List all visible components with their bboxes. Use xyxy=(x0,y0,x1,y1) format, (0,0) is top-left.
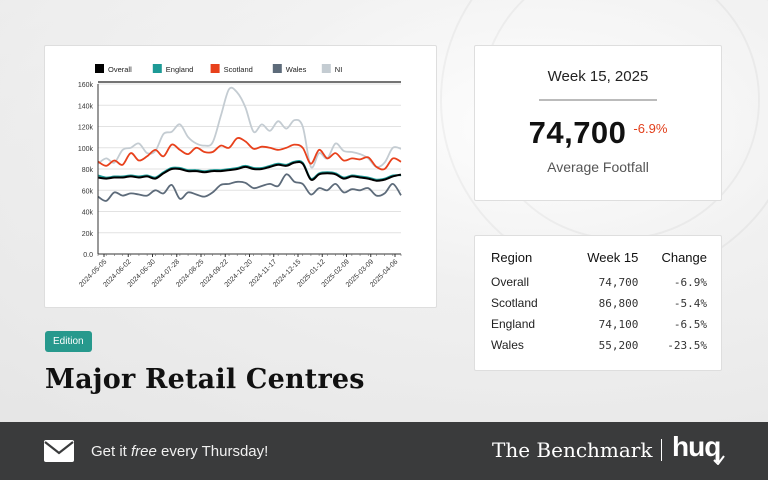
chart-axes: 0.020k40k60k80k100k120k140k160k2024-05-0… xyxy=(78,81,402,289)
region-change: -6.9% xyxy=(673,275,707,289)
series-line-scotland xyxy=(97,137,402,171)
subscribe-text-free: free xyxy=(131,443,157,460)
region-table: Region Week 15 Change Overall 74,700 -6.… xyxy=(491,250,707,357)
region-name: Scotland xyxy=(491,296,538,310)
chart-series xyxy=(97,86,402,202)
week-title: Week 15, 2025 xyxy=(547,68,649,85)
week-subtitle: Average Footfall xyxy=(547,159,649,175)
y-tick-label: 40k xyxy=(82,210,94,217)
footfall-line-chart: Overall England Scotland Wales NI 0.0 20k 40k 6… xyxy=(78,64,402,289)
y-tick-label: 20k xyxy=(82,231,94,238)
footer-bar: Get it free every Thursday! The Benchmar… xyxy=(0,422,768,480)
chart-grid xyxy=(98,83,401,255)
region-table-card: Region Week 15 Change Overall 74,700 -6.… xyxy=(474,235,722,371)
table-header-row: Region Week 15 Change xyxy=(491,250,707,273)
chart-card: Overall England Scotland Wales NI 0.0 20k 40k 6… xyxy=(44,45,437,308)
column-header-region: Region xyxy=(491,250,533,265)
check-icon xyxy=(713,455,725,465)
y-tick-label: 140k xyxy=(78,103,94,110)
y-tick-label: 80k xyxy=(82,167,94,174)
region-week-value: 74,100 xyxy=(598,317,639,331)
series-line-ni xyxy=(97,86,402,169)
legend-swatch xyxy=(152,64,162,73)
week-divider xyxy=(539,99,657,101)
region-change: -6.5% xyxy=(673,317,707,331)
y-tick-label: 60k xyxy=(82,188,94,195)
brand-name: The Benchmark xyxy=(492,438,653,462)
legend-label: Wales xyxy=(286,65,307,74)
y-tick-label: 0.0 xyxy=(83,252,93,259)
y-tick-label: 160k xyxy=(78,82,94,89)
table-row: Scotland 86,800 -5.4% xyxy=(491,294,707,315)
column-header-change: Change xyxy=(661,250,707,265)
region-change: -23.5% xyxy=(667,338,707,352)
footfall-change: -6.9% xyxy=(633,121,668,136)
legend-swatch xyxy=(210,64,220,73)
region-week-value: 86,800 xyxy=(598,296,639,310)
brand-separator xyxy=(661,439,662,461)
subscribe-text[interactable]: Get it free every Thursday! xyxy=(91,443,268,460)
huq-logo: huq xyxy=(672,431,721,462)
y-tick-label: 120k xyxy=(78,125,94,132)
edition-badge: Edition xyxy=(45,331,92,352)
legend-label: England xyxy=(166,65,194,74)
week-value-row: 74,700 -6.9% xyxy=(475,115,721,151)
table-row: England 74,100 -6.5% xyxy=(491,315,707,336)
legend-label: NI xyxy=(335,65,343,74)
week-summary-card: Week 15, 2025 74,700 -6.9% Average Footf… xyxy=(474,45,722,201)
mail-icon xyxy=(44,440,74,462)
series-line-wales xyxy=(97,173,402,202)
legend-swatch xyxy=(321,64,331,73)
subscribe-text-start: Get it xyxy=(91,443,132,460)
series-line-overall xyxy=(97,160,402,182)
y-tick-label: 100k xyxy=(78,146,94,153)
legend-label: Overall xyxy=(108,65,132,74)
chart-legend: Overall England Scotland Wales NI xyxy=(95,64,342,74)
region-week-value: 74,700 xyxy=(598,275,639,289)
table-row: Wales 55,200 -23.5% xyxy=(491,336,707,357)
legend-label: Scotland xyxy=(224,65,253,74)
region-week-value: 55,200 xyxy=(598,338,639,352)
region-name: Overall xyxy=(491,275,530,289)
legend-swatch xyxy=(272,64,282,73)
column-header-week: Week 15 xyxy=(587,250,639,265)
region-name: England xyxy=(491,317,536,331)
table-row: Overall 74,700 -6.9% xyxy=(491,273,707,294)
region-change: -5.4% xyxy=(673,296,707,310)
region-name: Wales xyxy=(491,338,524,352)
legend-swatch xyxy=(95,64,104,73)
subscribe-text-end: every Thursday! xyxy=(156,443,269,460)
page-title: Major Retail Centres xyxy=(45,364,365,395)
average-footfall-value: 74,700 xyxy=(528,115,627,150)
